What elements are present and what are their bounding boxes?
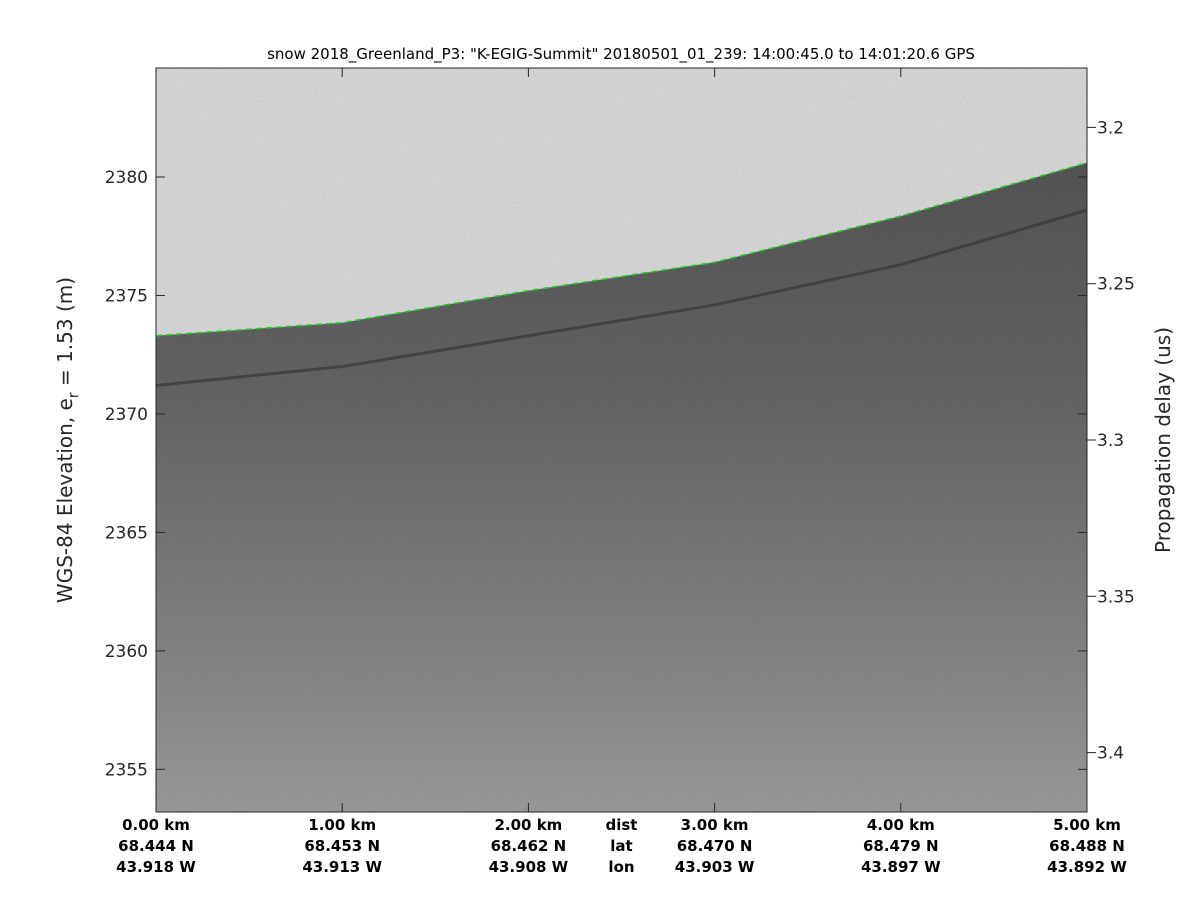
right-tick-label: 3.25 <box>1097 275 1135 295</box>
x-lat-label: 68.462 N <box>491 837 567 855</box>
surface-layer-line <box>156 162 1087 337</box>
left-tick-label: 2365 <box>105 523 148 543</box>
x-dist-label: 2.00 km <box>494 816 562 834</box>
x-lat-label: 68.470 N <box>677 837 753 855</box>
left-tick-label: 2370 <box>105 405 148 425</box>
left-tick-label: 2380 <box>105 168 148 188</box>
x-row-name-dist: dist <box>606 816 638 834</box>
left-tick-label: 2360 <box>105 642 148 662</box>
right-tick-label: 3.2 <box>1097 118 1124 138</box>
internal-layer <box>156 208 1087 387</box>
right-axis-label: Propagation delay (us) <box>1151 327 1175 553</box>
x-lat-label: 68.444 N <box>118 837 194 855</box>
left-tick-label: 2375 <box>105 286 148 306</box>
x-lon-label: 43.913 W <box>302 858 382 876</box>
x-dist-label: 4.00 km <box>867 816 935 834</box>
x-lat-label: 68.479 N <box>863 837 939 855</box>
ice-region <box>156 162 1087 812</box>
x-row-name-lat: lat <box>610 837 632 855</box>
left-axis-label: WGS-84 Elevation, er = 1.53 (m) <box>53 277 82 603</box>
x-dist-label: 1.00 km <box>308 816 376 834</box>
right-tick-label: 3.4 <box>1097 744 1124 764</box>
x-lon-label: 43.892 W <box>1047 858 1127 876</box>
x-lon-label: 43.918 W <box>116 858 196 876</box>
right-tick-label: 3.3 <box>1097 431 1124 451</box>
x-lon-label: 43.908 W <box>489 858 569 876</box>
x-dist-label: 3.00 km <box>681 816 749 834</box>
x-dist-label: 5.00 km <box>1053 816 1121 834</box>
right-tick-label: 3.35 <box>1097 587 1135 607</box>
x-row-name-lon: lon <box>608 858 634 876</box>
x-lat-label: 68.488 N <box>1049 837 1125 855</box>
chart-title: snow 2018_Greenland_P3: "K-EGIG-Summit" … <box>267 45 975 64</box>
x-lat-label: 68.453 N <box>304 837 380 855</box>
left-tick-label: 2355 <box>105 760 148 780</box>
x-dist-label: 0.00 km <box>122 816 190 834</box>
x-lon-label: 43.903 W <box>675 858 755 876</box>
x-lon-label: 43.897 W <box>861 858 941 876</box>
